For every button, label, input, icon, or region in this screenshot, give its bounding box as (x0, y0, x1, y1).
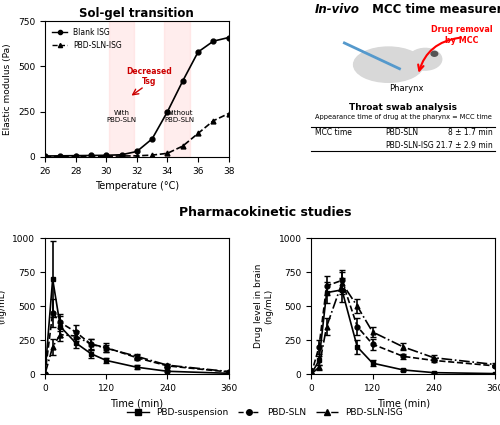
Title: Sol-gel transition: Sol-gel transition (80, 7, 194, 20)
PBD-SLN-ISG (134, 153, 140, 159)
X-axis label: Temperature (°C): Temperature (°C) (95, 181, 179, 191)
Text: Appearance time of drug at the pharynx = MCC time: Appearance time of drug at the pharynx =… (314, 113, 492, 119)
Text: Pharynx: Pharynx (390, 84, 424, 93)
X-axis label: Time (min): Time (min) (110, 398, 164, 408)
Text: MCC time: MCC time (315, 128, 352, 137)
Y-axis label: Drug level in plasma
(ng/mL): Drug level in plasma (ng/mL) (0, 259, 6, 353)
Line: PBD-SLN-ISG: PBD-SLN-ISG (42, 111, 231, 159)
Blank ISG (103, 153, 109, 158)
Blank ISG (42, 153, 48, 159)
Blank ISG (226, 35, 232, 40)
Ellipse shape (354, 47, 424, 82)
Y-axis label: Drug level in brain
(ng/mL): Drug level in brain (ng/mL) (254, 264, 273, 348)
Text: Without
PBD-SLN: Without PBD-SLN (164, 110, 195, 123)
Blank ISG (149, 136, 155, 142)
PBD-SLN-ISG (72, 154, 78, 159)
Blank ISG (164, 109, 170, 114)
Y-axis label: Elastic modulus (Pa): Elastic modulus (Pa) (4, 43, 13, 135)
Blank ISG (195, 49, 201, 54)
Legend: PBD-suspension, PBD-SLN, PBD-SLN-ISG: PBD-suspension, PBD-SLN, PBD-SLN-ISG (123, 404, 407, 420)
Text: In-vivo: In-vivo (315, 3, 360, 16)
Blank ISG (134, 149, 140, 154)
PBD-SLN-ISG (88, 154, 94, 159)
Text: Decreased
Tsg: Decreased Tsg (126, 67, 172, 86)
Circle shape (431, 51, 438, 56)
Text: Throat swab analysis: Throat swab analysis (349, 103, 457, 112)
PBD-SLN-ISG (103, 154, 109, 159)
PBD-SLN-ISG (58, 154, 64, 159)
PBD-SLN-ISG (164, 151, 170, 156)
Line: Blank ISG: Blank ISG (42, 35, 231, 159)
Text: PBD-SLN-ISG: PBD-SLN-ISG (385, 141, 434, 150)
Ellipse shape (408, 48, 442, 70)
Blank ISG (88, 153, 94, 158)
PBD-SLN-ISG (195, 131, 201, 136)
PBD-SLN-ISG (118, 153, 124, 159)
Text: Drug removal
by MCC: Drug removal by MCC (431, 26, 493, 45)
Text: MCC time measurement: MCC time measurement (368, 3, 500, 16)
Text: 21.7 ± 2.9 min: 21.7 ± 2.9 min (436, 141, 493, 150)
PBD-SLN-ISG (210, 118, 216, 123)
Blank ISG (180, 78, 186, 83)
Bar (110, 21, 134, 157)
X-axis label: Time (min): Time (min) (376, 398, 430, 408)
Text: PBD-SLN: PBD-SLN (385, 128, 418, 137)
Blank ISG (118, 152, 124, 157)
PBD-SLN-ISG (226, 111, 232, 116)
Legend: Blank ISG, PBD-SLN-ISG: Blank ISG, PBD-SLN-ISG (49, 25, 125, 53)
Bar (164, 21, 190, 157)
PBD-SLN-ISG (42, 154, 48, 159)
PBD-SLN-ISG (149, 153, 155, 158)
PBD-SLN-ISG (180, 144, 186, 149)
Text: 8 ± 1.7 min: 8 ± 1.7 min (448, 128, 493, 137)
Blank ISG (72, 153, 78, 158)
Text: With
PBD-SLN: With PBD-SLN (106, 110, 136, 123)
Blank ISG (210, 39, 216, 44)
Blank ISG (58, 153, 64, 159)
Text: Pharmacokinetic studies: Pharmacokinetic studies (179, 206, 351, 219)
